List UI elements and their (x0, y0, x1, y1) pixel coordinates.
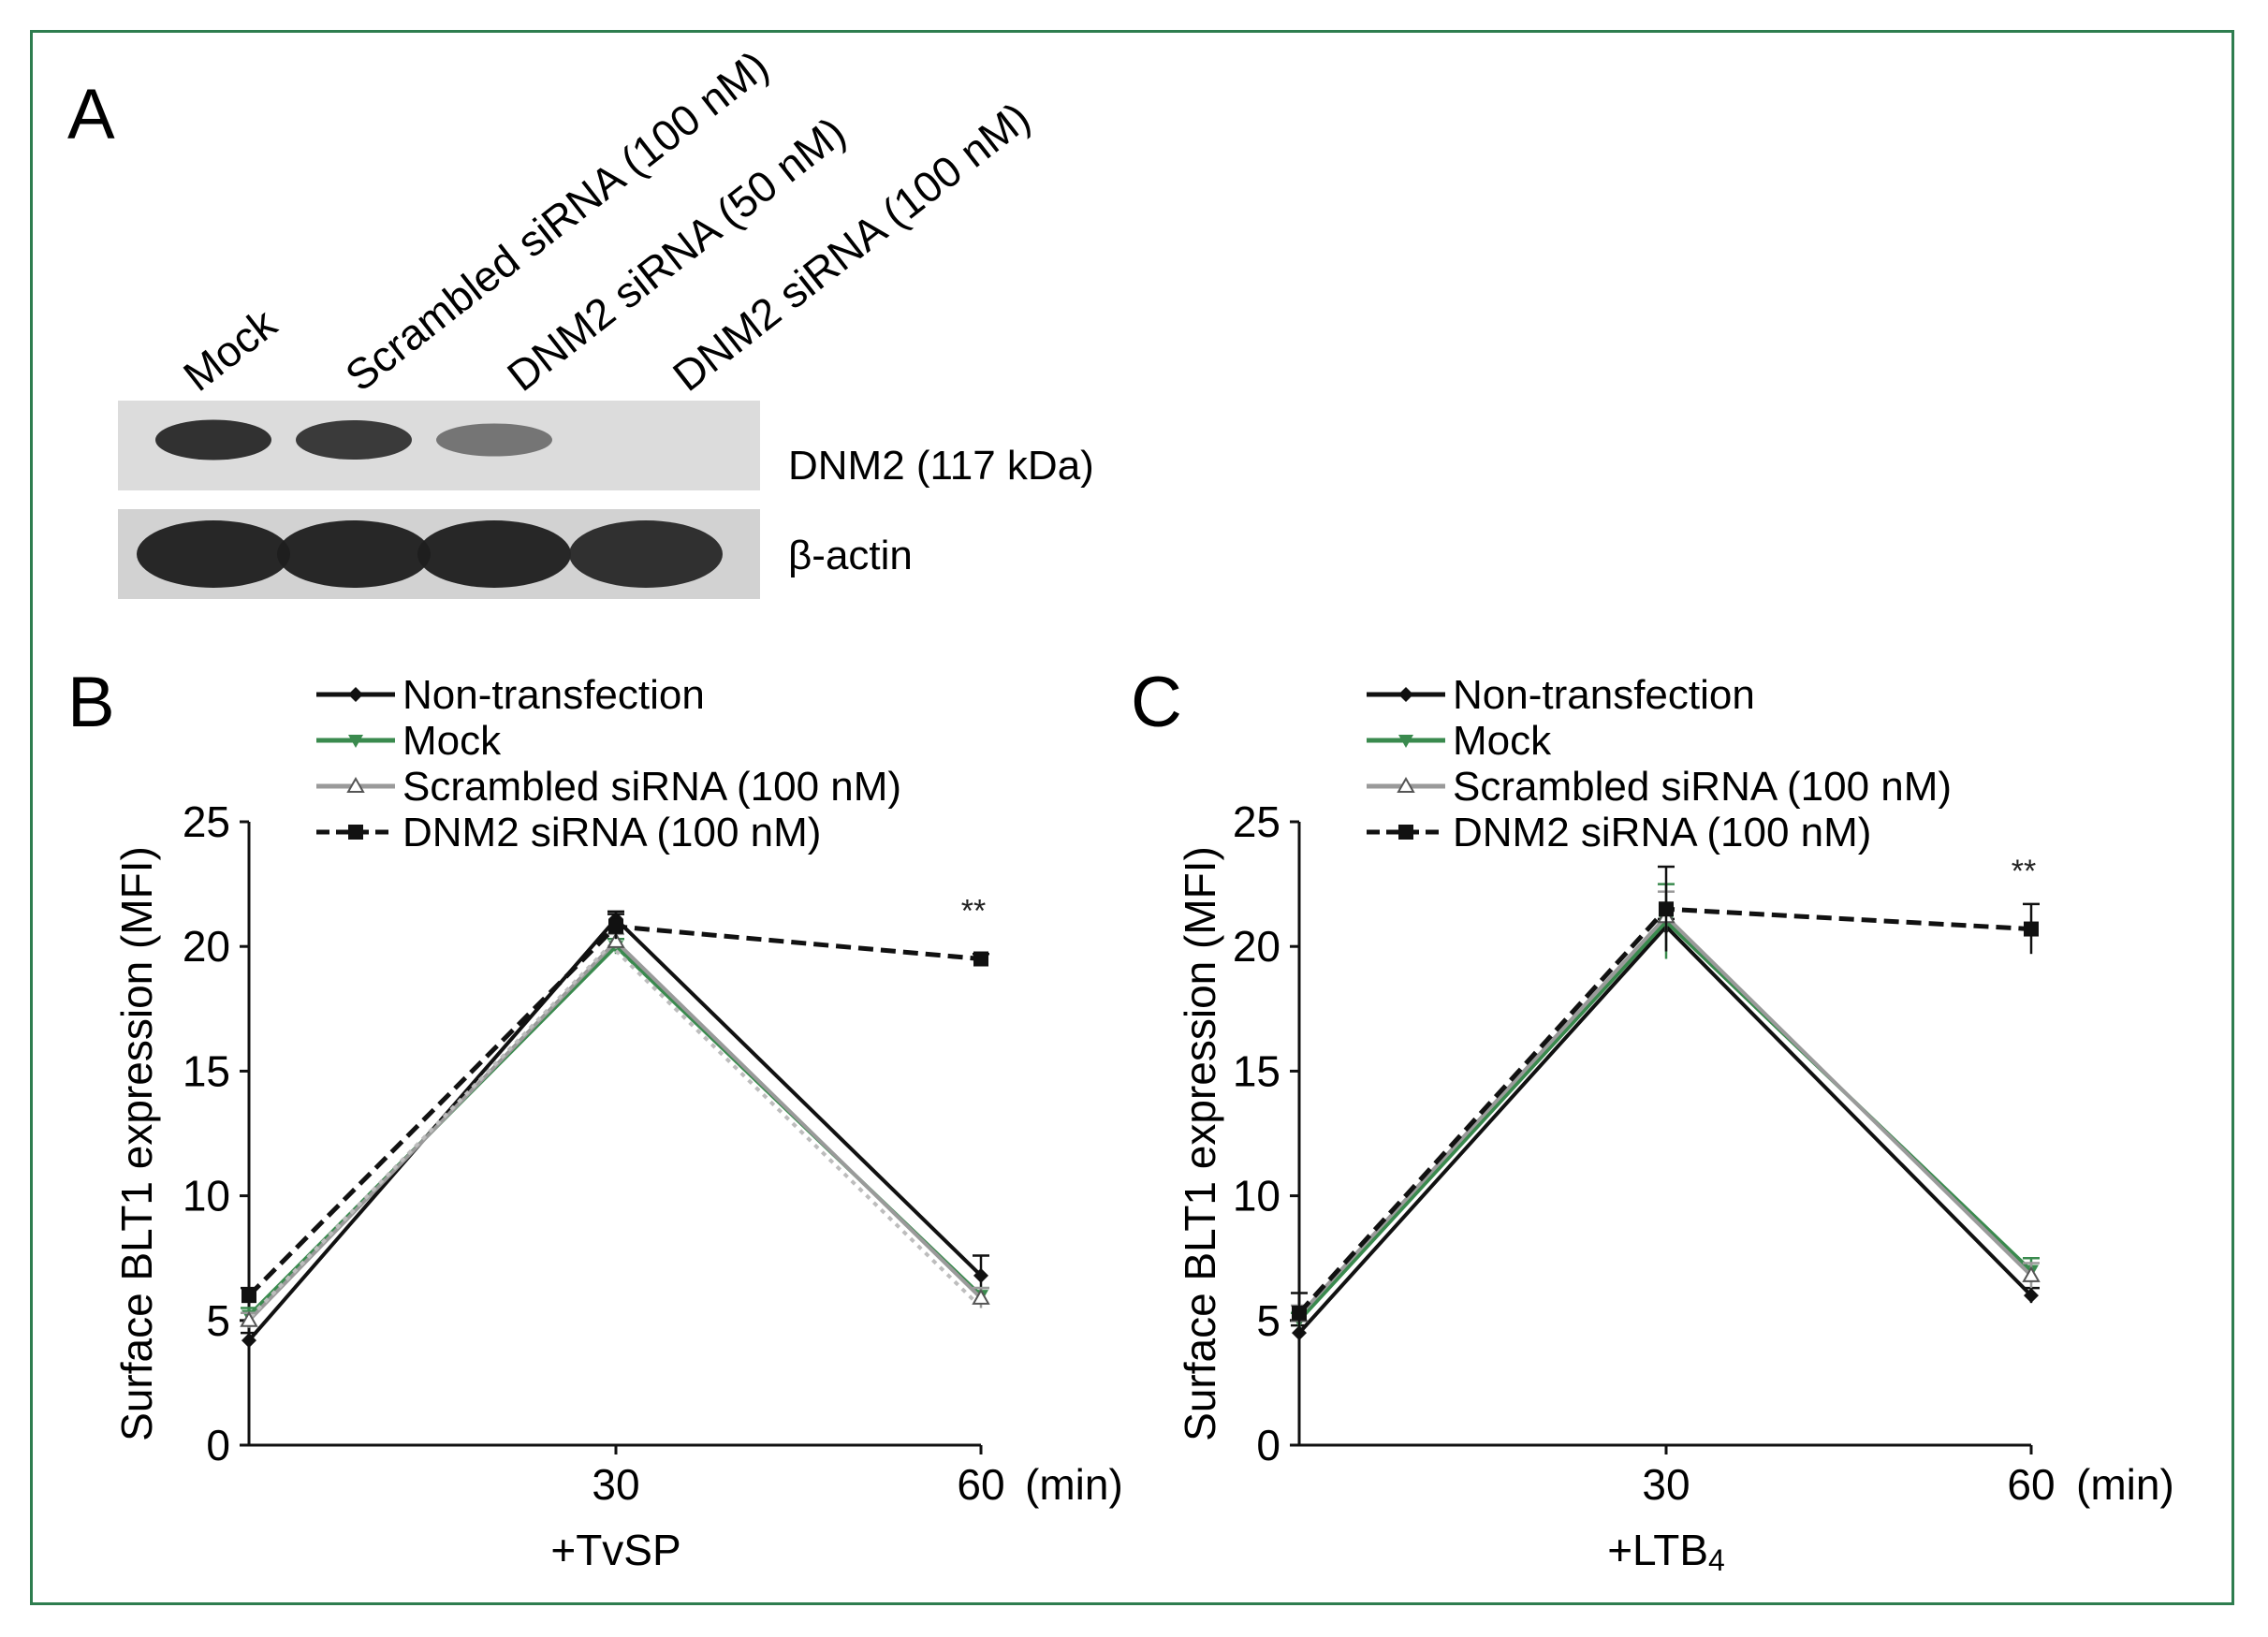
legend-swatch-marker (1398, 825, 1413, 840)
series-line-0 (247, 915, 983, 1342)
legend-label: Scrambled siRNA (100 nM) (402, 764, 901, 810)
series-line-3 (247, 924, 982, 1297)
y-tick-label: 5 (1256, 1296, 1280, 1345)
data-point (973, 1267, 988, 1283)
data-point (241, 1288, 256, 1304)
panel-a-letter: A (67, 75, 115, 154)
series-line-2 (1297, 914, 2033, 1317)
data-point (972, 1288, 990, 1305)
y-tick-label: 25 (183, 797, 230, 846)
band-dnm2-lane-1 (155, 419, 271, 460)
series-line-0 (1297, 923, 2033, 1335)
data-point (2024, 1288, 2039, 1304)
legend-label: DNM2 siRNA (100 nM) (402, 810, 821, 855)
series-line-shadow (241, 943, 977, 1326)
x-tick-label: 60 (957, 1460, 1004, 1509)
legend-label: Mock (1453, 718, 1552, 764)
band-actin-lane-1 (137, 520, 290, 588)
y-axis-title-c: Surface BLT1 expression (MFI) (1176, 846, 1224, 1441)
data-point (1292, 1305, 1307, 1321)
band-dnm2-lane-2 (296, 419, 412, 460)
band-actin-lane-2 (277, 520, 431, 588)
x-unit-c: (min) (2076, 1460, 2174, 1509)
significance-label: ** (2012, 854, 2036, 889)
legend-swatch-marker (1397, 776, 1415, 793)
plot-area-b: ** (240, 894, 990, 1349)
y-tick-label: 0 (206, 1421, 230, 1469)
x-axis-title-c-main: +LTB (1607, 1526, 1708, 1574)
legend-swatch-marker (348, 687, 363, 702)
legend-label: Non-transfection (1453, 672, 1755, 718)
y-tick-label: 20 (183, 922, 230, 971)
series-line-3 (1297, 906, 2032, 1315)
y-tick-label: 10 (183, 1172, 230, 1220)
legend-label: Mock (402, 718, 502, 764)
significance-label: ** (961, 894, 986, 929)
y-tick-label: 5 (206, 1296, 230, 1345)
data-point (2022, 1265, 2041, 1282)
legend-swatch-marker (1398, 735, 1413, 748)
legend-swatch-marker (346, 776, 365, 793)
band-actin-lane-4 (569, 520, 723, 588)
x-axis-title-b: +TvSP (550, 1526, 680, 1574)
y-tick-label: 25 (1233, 797, 1280, 846)
y-tick-label: 10 (1233, 1172, 1280, 1220)
data-point (2024, 921, 2039, 937)
y-axis-title-b: Surface BLT1 expression (MFI) (112, 846, 161, 1441)
blot-strip-dnm2 (118, 401, 760, 490)
x-tick-label: 60 (2007, 1460, 2055, 1509)
y-tick-label: 15 (1233, 1046, 1280, 1095)
axes-b: 0 5 10 15 20 25 30 60 (183, 797, 1005, 1509)
y-tick-label: 20 (1233, 922, 1280, 971)
band-actin-lane-3 (417, 520, 571, 588)
legend-swatch-marker (348, 825, 363, 840)
figure-border (30, 30, 2234, 1605)
lane-label-mock: Mock (174, 299, 285, 401)
series-line-2 (247, 939, 983, 1323)
legend-label: DNM2 siRNA (100 nM) (1453, 810, 1871, 855)
series-line-1 (247, 943, 983, 1317)
plot-area-c: ** (1290, 854, 2041, 1341)
data-point (607, 931, 625, 948)
x-unit-b: (min) (1025, 1460, 1123, 1509)
x-tick-label: 30 (592, 1460, 639, 1509)
x-axis-title-c-subscript: 4 (1708, 1543, 1725, 1577)
x-axis-title-c: +LTB4 (1607, 1526, 1725, 1577)
x-tick-label: 30 (1642, 1460, 1690, 1509)
data-point (1659, 901, 1674, 917)
data-point (973, 951, 988, 967)
panel-b-letter: B (67, 663, 115, 742)
y-tick-label: 15 (183, 1046, 230, 1095)
data-point (240, 1310, 258, 1327)
y-tick-label: 0 (1256, 1421, 1280, 1469)
series-line-1 (1297, 918, 2033, 1323)
data-point (608, 918, 623, 934)
band-label-actin: β-actin (788, 533, 913, 578)
legend-swatch-marker (348, 735, 363, 748)
legend-swatch-marker (1398, 687, 1413, 702)
axes-c: 0 5 10 15 20 25 30 60 (1233, 797, 2056, 1509)
band-dnm2-lane-3 (436, 423, 552, 457)
legend-label: Non-transfection (402, 672, 705, 718)
panel-c-letter: C (1131, 663, 1182, 742)
data-point (241, 1333, 256, 1349)
legend-label: Scrambled siRNA (100 nM) (1453, 764, 1952, 810)
blot-strip-actin (118, 509, 760, 599)
band-label-dnm2: DNM2 (117 kDa) (788, 443, 1094, 489)
